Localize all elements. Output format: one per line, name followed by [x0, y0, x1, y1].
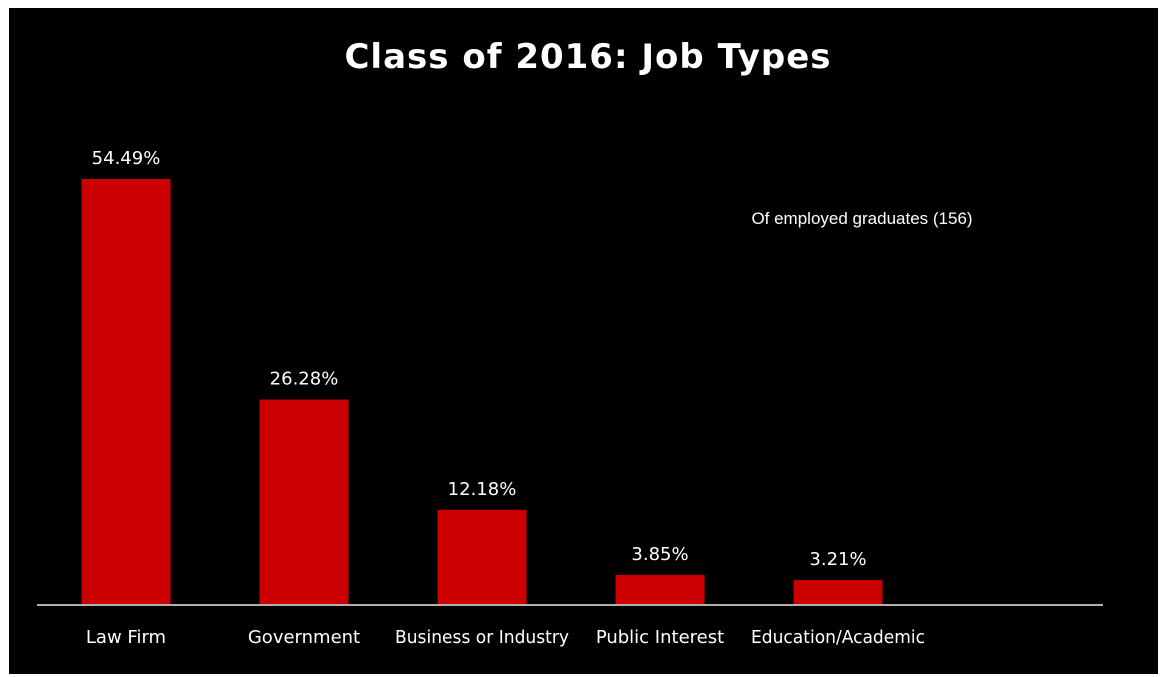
category-labels-group: Law Firm Government Business or Industry Pu…: [86, 627, 925, 648]
chart-title: Class of 2016: Job Types: [344, 37, 831, 77]
value-label-business-or-industry: 12.18%: [448, 479, 517, 500]
category-label-education-academic: Education/Academic: [751, 627, 925, 648]
bar-business-or-industry: [437, 509, 527, 605]
category-label-business-or-industry: Business or Industry: [395, 627, 569, 648]
chart-panel: [9, 8, 1158, 674]
chart-subtitle: Of employed graduates (156): [751, 209, 972, 228]
bar-law-firm: [81, 179, 171, 605]
bar-public-interest: [615, 574, 705, 605]
category-label-law-firm: Law Firm: [86, 627, 166, 648]
value-label-education-academic: 3.21%: [809, 549, 866, 570]
category-label-government: Government: [248, 627, 360, 648]
bar-education-academic: [793, 579, 883, 605]
bars-group: [81, 179, 883, 605]
value-label-government: 26.28%: [270, 369, 339, 390]
bar-government: [259, 399, 349, 605]
value-label-public-interest: 3.85%: [631, 544, 688, 565]
value-label-law-firm: 54.49%: [92, 148, 161, 169]
value-labels-group: 54.49% 26.28% 12.18% 3.85% 3.21%: [92, 148, 867, 570]
category-label-public-interest: Public Interest: [596, 627, 724, 648]
